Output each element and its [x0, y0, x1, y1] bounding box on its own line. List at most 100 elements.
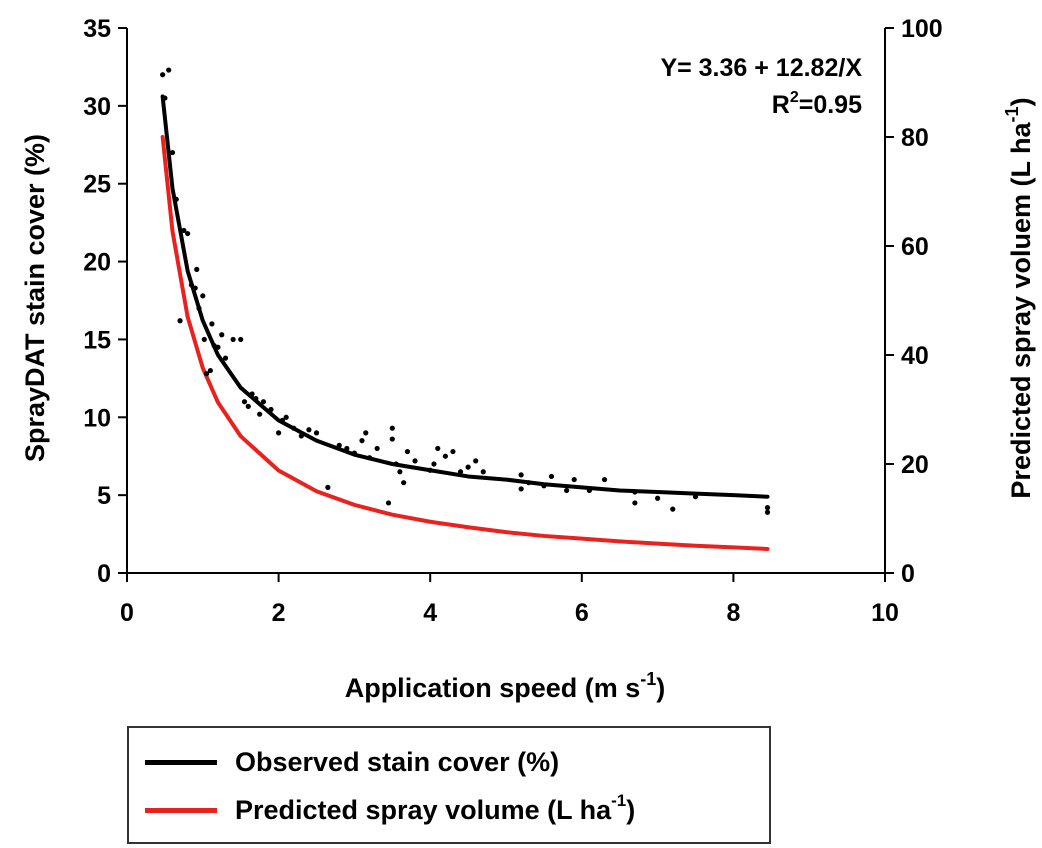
data-point — [279, 417, 285, 423]
data-point — [764, 505, 771, 511]
data-point — [268, 406, 274, 413]
r-squared-label: R2=0.95 — [772, 89, 862, 119]
data-point — [632, 489, 638, 495]
left-y-axis-title: SprayDAT stain cover (%) — [20, 134, 50, 462]
data-point — [518, 472, 524, 478]
data-point — [389, 425, 395, 431]
left-y-axis-ticks: 0 5 10 15 20 25 30 35 — [83, 15, 127, 588]
data-point — [366, 455, 373, 461]
data-point — [201, 336, 207, 343]
data-point — [257, 411, 263, 417]
data-point — [194, 266, 200, 272]
right-y-tick-label: 80 — [901, 124, 929, 152]
x-tick-label: 2 — [272, 599, 286, 627]
data-point — [185, 230, 191, 237]
legend-label-predicted: Predicted spray volume (L ha-1) — [235, 791, 636, 825]
data-point — [435, 445, 441, 452]
data-point — [238, 336, 244, 343]
data-point — [241, 399, 248, 405]
data-point — [393, 461, 399, 467]
data-point — [196, 305, 202, 311]
data-point — [253, 396, 259, 402]
x-tick-label: 6 — [575, 599, 589, 627]
data-point — [586, 487, 592, 494]
left-y-tick-label: 15 — [83, 326, 111, 354]
data-point — [548, 473, 555, 480]
data-point — [166, 67, 172, 73]
data-point — [169, 149, 176, 156]
data-point — [351, 450, 357, 456]
left-y-tick-label: 30 — [83, 93, 111, 121]
left-y-tick-label: 5 — [97, 482, 111, 510]
data-point — [564, 487, 570, 494]
data-point — [283, 414, 289, 420]
data-point — [526, 480, 532, 486]
chart-figure: 0 2 4 6 8 10 0 5 10 15 20 25 30 35 0 20 40 60 80 100 Y= 3… — [20, 15, 1036, 703]
predicted-volume-line — [160, 135, 770, 552]
data-point — [207, 367, 213, 374]
data-point — [692, 494, 699, 500]
data-point — [632, 500, 638, 506]
right-y-tick-label: 0 — [901, 560, 915, 588]
data-point — [473, 458, 479, 464]
series-layer — [160, 94, 770, 552]
data-point — [389, 436, 395, 442]
data-point — [764, 509, 771, 515]
legend-swatch-observed — [145, 759, 217, 765]
left-y-tick-label: 20 — [83, 249, 111, 277]
right-y-tick-label: 40 — [901, 342, 929, 370]
data-point — [450, 448, 456, 455]
data-point — [177, 318, 183, 324]
x-tick-label: 0 — [120, 599, 134, 627]
data-point — [325, 484, 331, 490]
data-point — [601, 476, 608, 483]
data-point — [249, 391, 255, 397]
right-y-tick-label: 20 — [901, 451, 929, 479]
observed-fit-line — [160, 94, 770, 499]
data-point — [188, 282, 195, 288]
data-point — [181, 227, 187, 234]
left-y-tick-label: 35 — [83, 15, 111, 43]
data-point — [245, 403, 251, 409]
legend-swatch-predicted — [145, 807, 217, 813]
data-point — [397, 469, 403, 475]
data-point — [215, 344, 221, 350]
right-y-tick-label: 60 — [901, 233, 929, 261]
left-y-tick-label: 10 — [83, 404, 111, 432]
legend: Observed stain cover (%) Predicted spray… — [127, 726, 771, 844]
x-axis-title: Application speed (m s-1) — [345, 669, 666, 703]
data-point — [230, 336, 236, 343]
data-point — [465, 464, 471, 470]
data-point — [173, 196, 179, 202]
data-point — [404, 448, 411, 455]
data-point — [200, 293, 206, 299]
data-point — [260, 399, 267, 405]
data-point — [541, 483, 547, 489]
data-point — [219, 332, 225, 338]
data-point — [359, 438, 365, 444]
left-y-tick-label: 0 — [97, 560, 111, 588]
data-point — [363, 430, 369, 436]
data-point — [344, 445, 350, 452]
data-point — [401, 480, 407, 486]
x-tick-label: 10 — [871, 599, 899, 627]
right-y-tick-label: 100 — [901, 15, 943, 43]
x-axis-ticks: 0 2 4 6 8 10 — [120, 573, 899, 627]
data-point — [162, 95, 168, 101]
data-point — [442, 453, 448, 459]
data-point — [192, 285, 198, 291]
data-point — [291, 425, 297, 431]
left-y-tick-label: 25 — [83, 171, 111, 199]
data-point — [203, 371, 210, 377]
scatter-points — [160, 67, 771, 515]
data-point — [571, 476, 577, 483]
data-point — [412, 458, 418, 464]
data-point — [427, 467, 433, 473]
data-point — [655, 495, 661, 501]
data-point — [457, 469, 464, 475]
right-y-axis-title: Predicted spray voluem (L ha-1) — [1002, 97, 1036, 498]
data-point — [160, 72, 166, 78]
x-tick-label: 4 — [423, 599, 437, 627]
data-point — [298, 433, 304, 439]
data-point — [276, 430, 282, 436]
